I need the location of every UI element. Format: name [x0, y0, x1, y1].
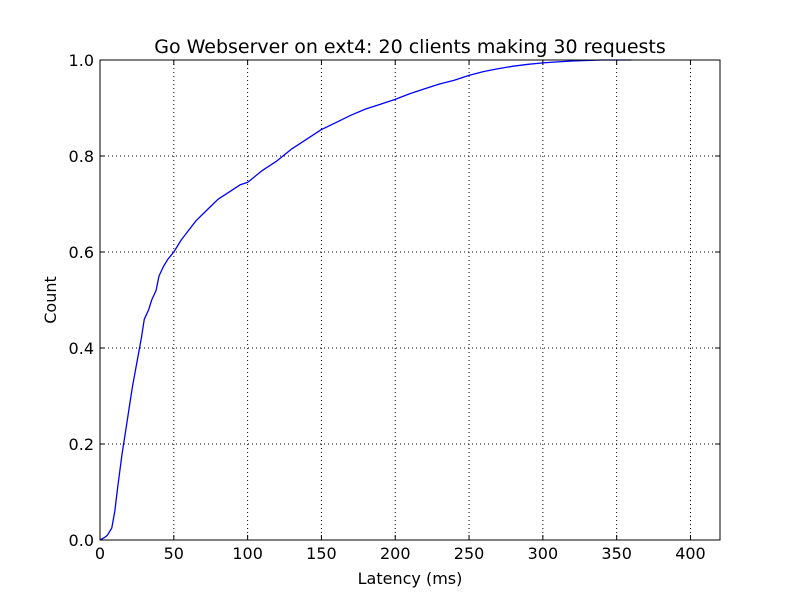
tick-layer: 0 50 100 150 200 250 300 350 400 0.0 0.2 0.4 0.6 0.8 1…	[69, 51, 720, 563]
x-tick-label: 350	[601, 544, 632, 563]
series-layer	[99, 59, 632, 541]
y-tick-label: 0.2	[69, 435, 94, 454]
y-tick-label: 0.4	[69, 339, 94, 358]
chart-title: Go Webserver on ext4: 20 clients making …	[154, 36, 666, 58]
y-tick-label: 0.0	[69, 531, 94, 550]
plot-frame	[99, 59, 721, 541]
x-tick-label: 50	[164, 544, 184, 563]
y-axis-label: Count	[41, 276, 60, 324]
x-tick-label: 400	[675, 544, 706, 563]
y-tick-label: 0.8	[69, 147, 94, 166]
x-tick-label: 300	[528, 544, 559, 563]
y-tick-label: 0.6	[69, 243, 94, 262]
x-tick-label: 100	[232, 544, 263, 563]
axes-frame	[99, 59, 721, 541]
y-tick-label: 1.0	[69, 51, 94, 70]
x-tick-label: 0	[95, 544, 105, 563]
x-tick-label: 150	[306, 544, 337, 563]
x-tick-label: 200	[380, 544, 411, 563]
x-axis-label: Latency (ms)	[358, 569, 463, 588]
grid-layer	[100, 60, 720, 540]
cdf-series-line	[99, 59, 632, 541]
x-tick-label: 250	[454, 544, 485, 563]
